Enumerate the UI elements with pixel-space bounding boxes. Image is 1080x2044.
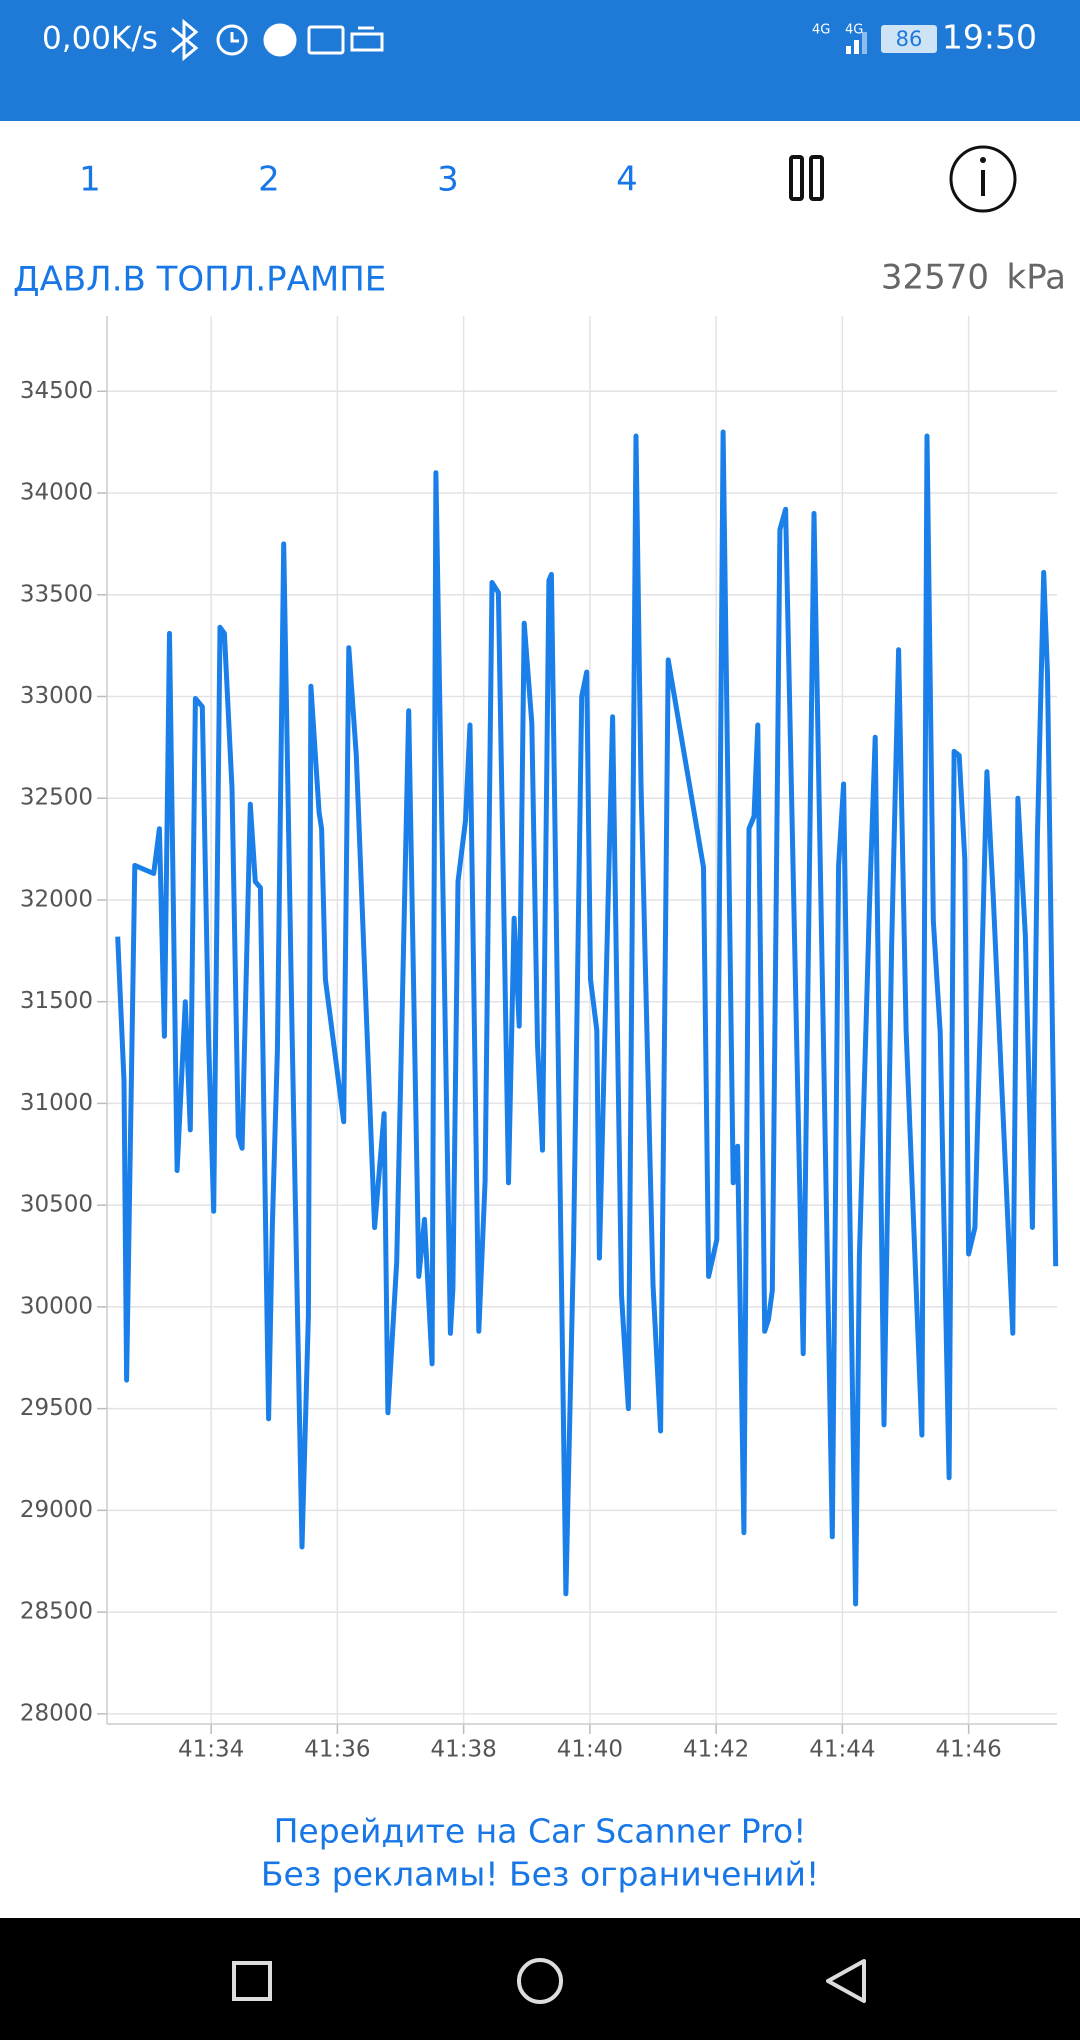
unit: kPa — [1007, 258, 1067, 298]
y-tick-label: 30000 — [20, 1293, 93, 1319]
y-tick-label: 34500 — [20, 378, 93, 404]
y-tick-label: 32500 — [20, 785, 93, 811]
tab-bar: 1 2 3 4 — [79, 160, 638, 200]
x-tick-label: 41:38 — [430, 1737, 496, 1763]
nav-bar — [0, 1918, 1080, 2040]
y-tick-label: 29500 — [20, 1395, 93, 1421]
current-value: 32570 — [881, 258, 989, 298]
network-label-2: 4G — [845, 23, 863, 38]
x-tick-label: 41:34 — [178, 1737, 244, 1763]
y-tick-label: 28500 — [20, 1599, 93, 1625]
tab[interactable]: 2 — [258, 160, 280, 200]
y-tick-label: 28000 — [20, 1700, 93, 1726]
y-tick-label: 33000 — [20, 683, 93, 709]
signal-icon — [846, 32, 867, 54]
y-tick-label: 31000 — [20, 1090, 93, 1116]
data-line — [115, 429, 1059, 1607]
tab[interactable]: 3 — [437, 160, 459, 200]
chart-title: ДАВЛ.В ТОПЛ.РАМПЕ — [13, 260, 386, 300]
x-tick-label: 41:46 — [935, 1737, 1001, 1763]
pause-button[interactable] — [789, 155, 824, 201]
home-button[interactable] — [517, 1958, 563, 2004]
y-tick-label: 34000 — [20, 480, 93, 506]
back-button[interactable] — [826, 1959, 866, 2003]
recents-button[interactable] — [232, 1961, 272, 2001]
net-speed: 0,00K/s — [42, 21, 158, 57]
info-button[interactable] — [949, 145, 1017, 213]
y-tick-label: 33500 — [20, 581, 93, 607]
x-tick-label: 41:40 — [557, 1737, 623, 1763]
plot: 28000 28500 29000 29500 30000 30500 31000 31500… — [20, 316, 1059, 1763]
clock: 19:50 — [942, 18, 1037, 57]
status-bar — [0, 0, 1080, 121]
battery-icon — [881, 25, 937, 53]
status-icons — [171, 18, 384, 62]
network-label: 4G — [812, 23, 830, 38]
x-tick-label: 41:42 — [683, 1737, 749, 1763]
ad-line[interactable]: Без рекламы! Без ограничений! — [261, 1855, 819, 1894]
x-tick-label: 41:44 — [809, 1737, 875, 1763]
tab[interactable]: 1 — [79, 160, 101, 200]
y-tick-label: 30500 — [20, 1192, 93, 1218]
battery-level: 86 — [896, 27, 923, 51]
y-tick-label: 32000 — [20, 886, 93, 912]
x-tick-label: 41:36 — [304, 1737, 370, 1763]
tab[interactable]: 4 — [616, 160, 638, 200]
y-tick-label: 31500 — [20, 988, 93, 1014]
ad-line[interactable]: Перейдите на Car Scanner Pro! — [274, 1812, 807, 1851]
y-tick-label: 29000 — [20, 1497, 93, 1523]
